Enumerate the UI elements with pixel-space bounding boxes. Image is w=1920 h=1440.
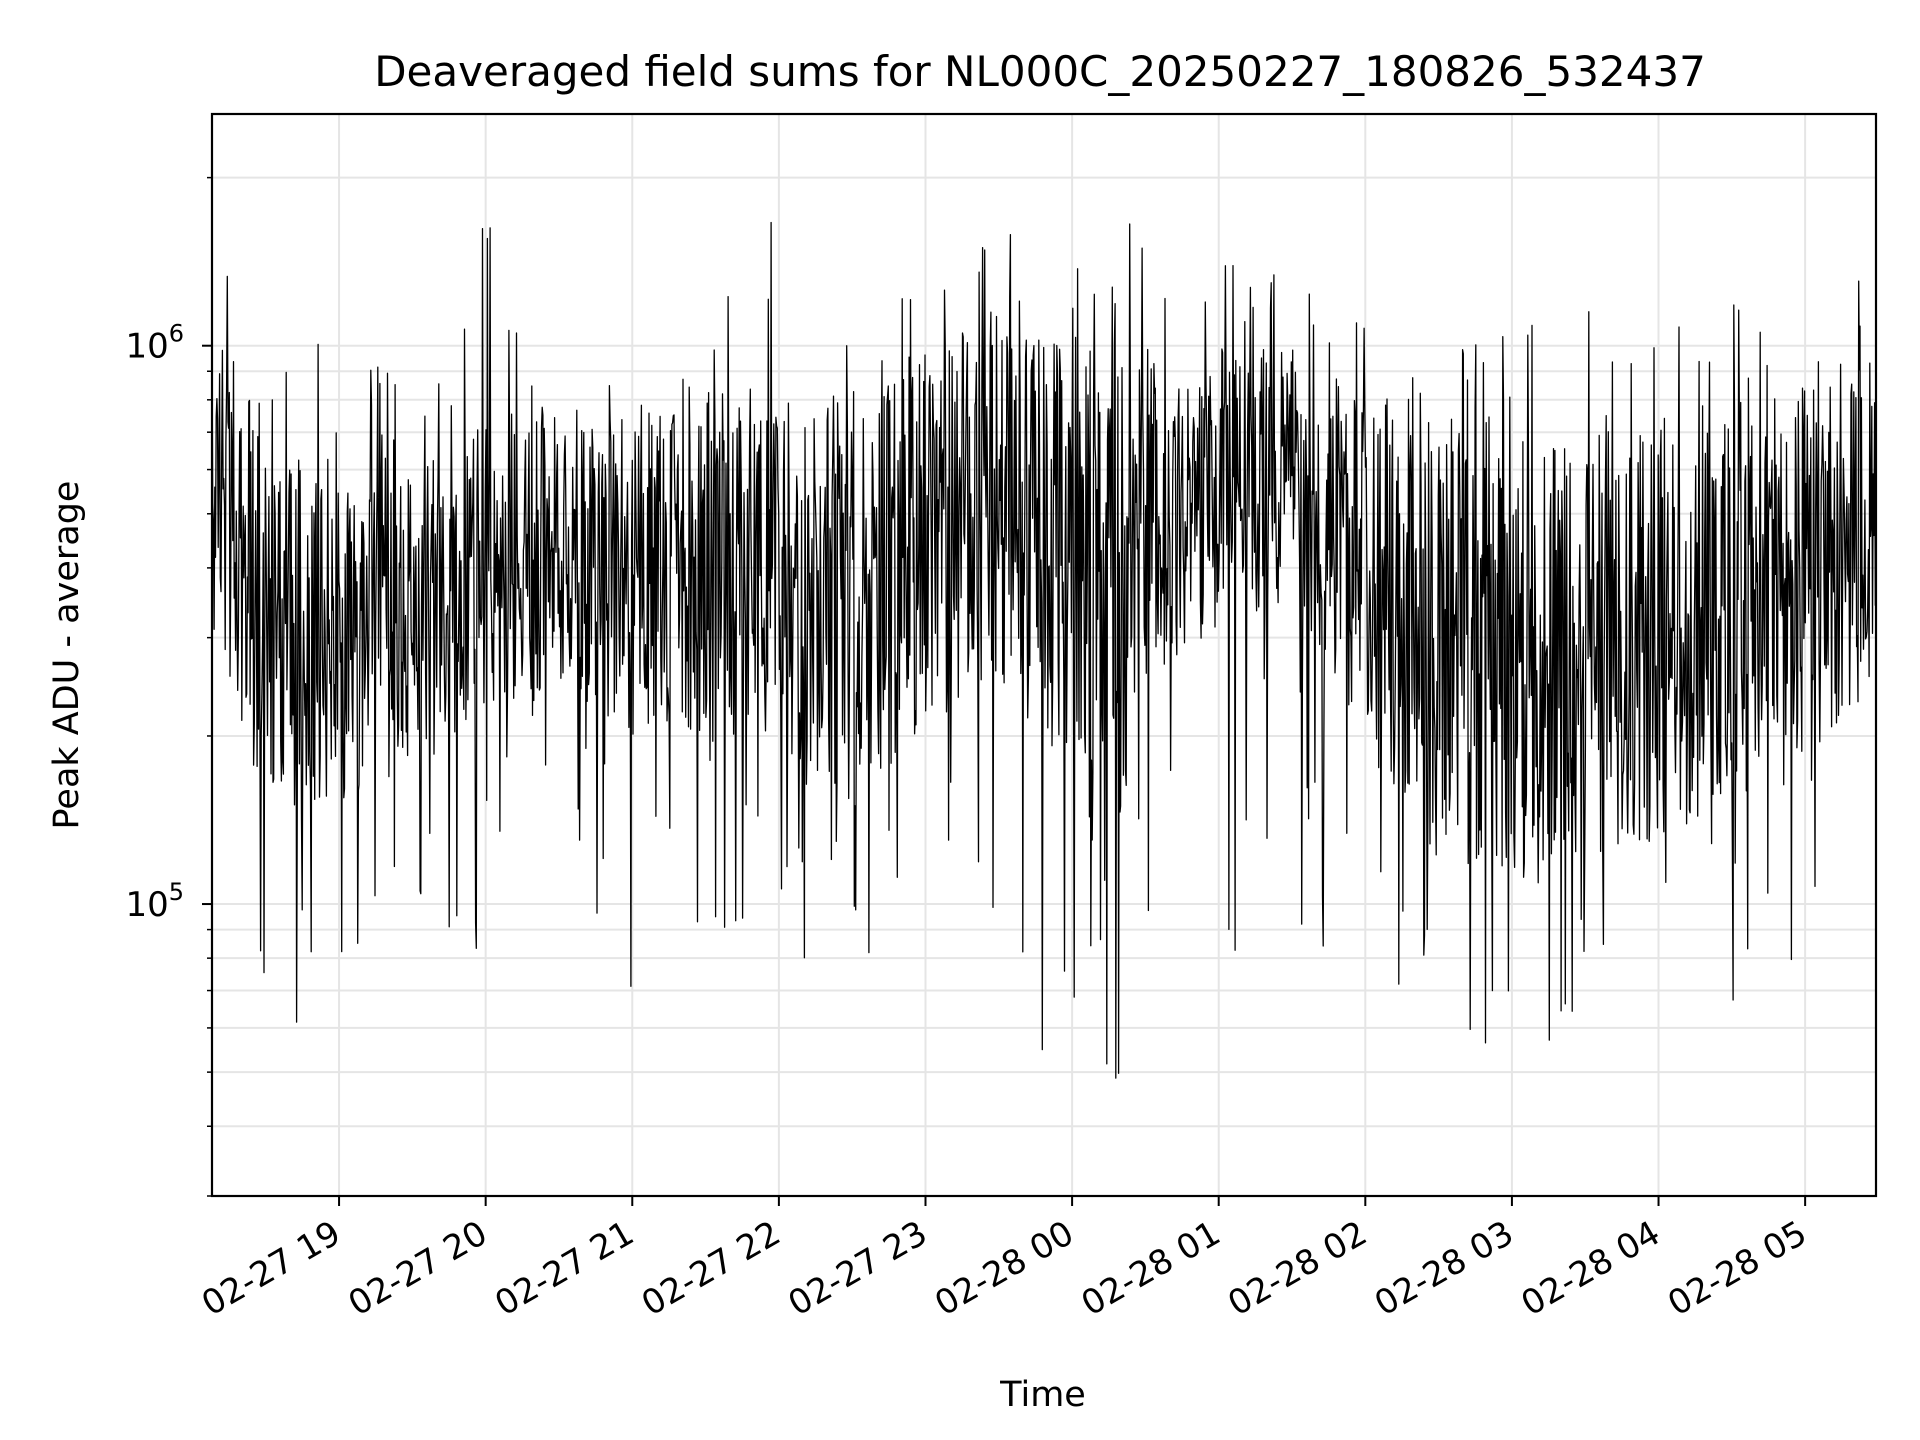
y-tick-label: 106 xyxy=(125,320,184,367)
x-tick-label: 02-28 00 xyxy=(928,1213,1080,1324)
series-line xyxy=(211,221,1877,1079)
x-axis-label: Time xyxy=(999,1375,1086,1415)
x-tick-label: 02-28 03 xyxy=(1368,1213,1520,1324)
x-tick-label: 02-27 21 xyxy=(488,1213,640,1324)
plot-area-frame xyxy=(210,112,1878,1198)
series-line-group xyxy=(211,221,1877,1079)
x-tick-label: 02-28 02 xyxy=(1221,1213,1373,1324)
x-tick-label: 02-28 01 xyxy=(1075,1213,1227,1324)
x-tick-label: 02-27 23 xyxy=(782,1213,934,1324)
y-tick-label-exponent: 6 xyxy=(169,320,184,348)
x-tick-label: 02-28 05 xyxy=(1661,1213,1813,1324)
y-tick-label-exponent: 5 xyxy=(169,878,184,906)
x-tick-label: 02-27 20 xyxy=(342,1213,494,1324)
x-tick-label: 02-27 19 xyxy=(195,1213,347,1324)
y-tick-label-base: 10 xyxy=(125,327,168,367)
x-tick-label: 02-27 22 xyxy=(635,1213,787,1324)
chart-title: Deaveraged field sums for NL000C_2025022… xyxy=(374,47,1706,96)
y-tick-label-base: 10 xyxy=(125,885,168,925)
y-axis-label: Peak ADU - average xyxy=(47,481,87,830)
y-tick-label: 105 xyxy=(125,878,184,925)
x-tick-label: 02-28 04 xyxy=(1515,1213,1667,1324)
